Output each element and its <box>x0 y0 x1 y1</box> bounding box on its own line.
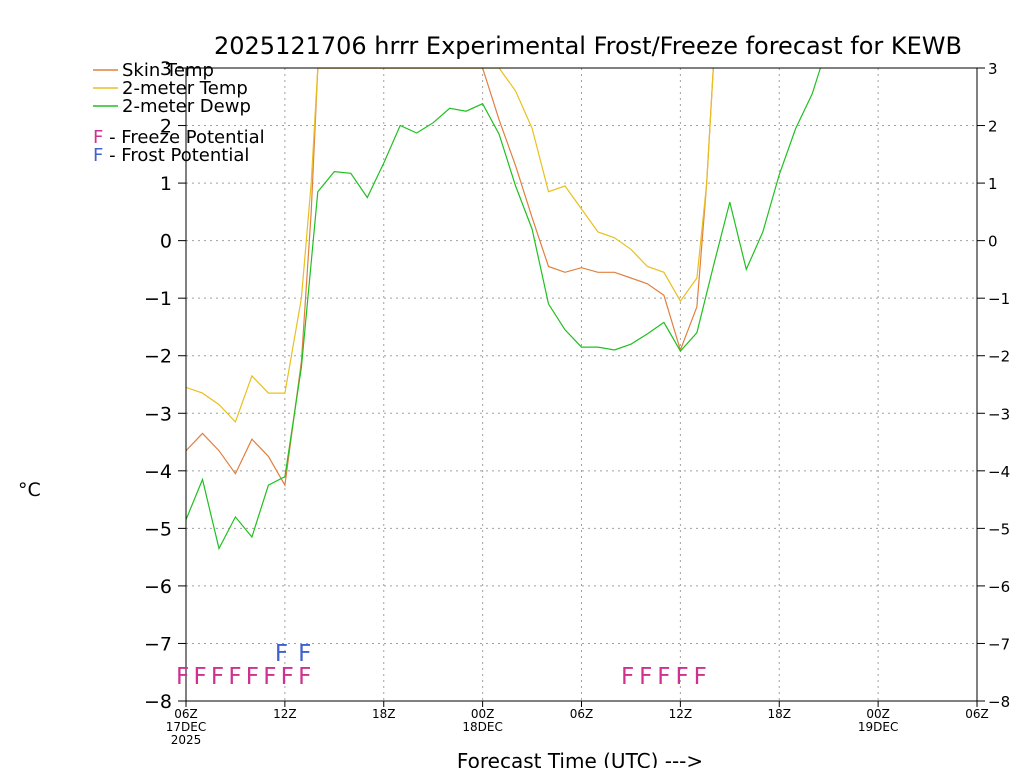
x-tick-label: 00Z <box>866 707 890 721</box>
x-tick-sublabel: 17DEC <box>166 720 206 734</box>
y-tick-label-left: 2 <box>160 116 172 138</box>
series-line-skin-temp <box>186 68 714 488</box>
y-ticks-left: −8 −7 −6 −5 −4 −3 −2 −1 0 1 2 3 <box>144 58 186 713</box>
legend-label: 2-meter Dewp <box>122 96 251 117</box>
x-tick-sublabel: 18DEC <box>462 720 502 734</box>
x-tick-sublabel: 19DEC <box>858 720 898 734</box>
axes <box>185 67 978 702</box>
y-tick-label-right: −7 <box>988 635 1010 653</box>
x-tick-label: 06Z <box>570 707 594 721</box>
annotation-text: F - Frost Potential <box>93 145 249 166</box>
y-tick-label-left: −6 <box>144 576 172 598</box>
y-axis-label: °C <box>18 479 41 501</box>
grid <box>186 68 977 701</box>
y-tick-label-right: 0 <box>988 233 998 251</box>
chart-title: 2025121706 hrrr Experimental Frost/Freez… <box>214 32 962 60</box>
annotation-letter: F <box>93 145 103 166</box>
y-tick-label-right: −4 <box>988 463 1010 481</box>
series-lines <box>186 68 821 551</box>
y-tick-label-left: 1 <box>160 173 172 195</box>
y-tick-label-left: −3 <box>144 403 172 425</box>
x-tick-label: 12Z <box>669 707 693 721</box>
series-line-2-meter-temp <box>186 68 714 424</box>
annotation-description: - Frost Potential <box>103 145 249 166</box>
x-tick-label: 00Z <box>471 707 495 721</box>
y-tick-label-left: 0 <box>160 231 172 253</box>
y-tick-label-right: −8 <box>988 693 1010 711</box>
y-tick-label-left: −7 <box>144 633 172 655</box>
x-axis-label: Forecast Time (UTC) ---> <box>457 749 703 768</box>
y-tick-label-left: 3 <box>160 58 172 80</box>
freeze-potential-marks: FFFFF <box>621 664 707 690</box>
y-tick-label-right: −3 <box>988 405 1010 423</box>
y-tick-label-right: −2 <box>988 348 1010 366</box>
potential-markers: FFFFFFFF FFFFFFF <box>176 641 707 690</box>
x-tick-label: 18Z <box>372 707 396 721</box>
legend-label: 2-meter Temp <box>122 78 248 99</box>
y-tick-label-left: −4 <box>144 461 172 483</box>
x-tick-label: 06Z <box>965 707 989 721</box>
y-tick-label-right: 3 <box>988 60 998 78</box>
annotation-letter: F <box>93 127 103 148</box>
y-tick-label-right: −1 <box>988 290 1010 308</box>
y-ticks-right: −8 −7 −6 −5 −4 −3 −2 −1 0 1 2 3 <box>977 60 1010 711</box>
freeze-potential-marks: FFFFFFFF <box>176 664 311 690</box>
x-tick-sublabel: 2025 <box>171 733 202 747</box>
y-tick-label-right: −6 <box>988 578 1010 596</box>
plot-frame <box>185 67 978 702</box>
x-tick-label: 12Z <box>273 707 297 721</box>
y-tick-label-right: 2 <box>988 118 998 136</box>
annotation-description: - Freeze Potential <box>103 127 264 148</box>
legend-label: Skin Temp <box>122 60 214 81</box>
y-tick-label-right: −5 <box>988 520 1010 538</box>
y-tick-label-left: −2 <box>144 346 172 368</box>
y-tick-label-left: −5 <box>144 518 172 540</box>
annotation-text: F - Freeze Potential <box>93 127 265 148</box>
series-line-2-meter-dewp <box>186 68 821 551</box>
y-tick-label-left: −8 <box>144 691 172 713</box>
x-tick-label: 06Z <box>174 707 198 721</box>
y-tick-label-left: −1 <box>144 288 172 310</box>
y-tick-label-right: 1 <box>988 175 998 193</box>
x-tick-label: 18Z <box>768 707 792 721</box>
